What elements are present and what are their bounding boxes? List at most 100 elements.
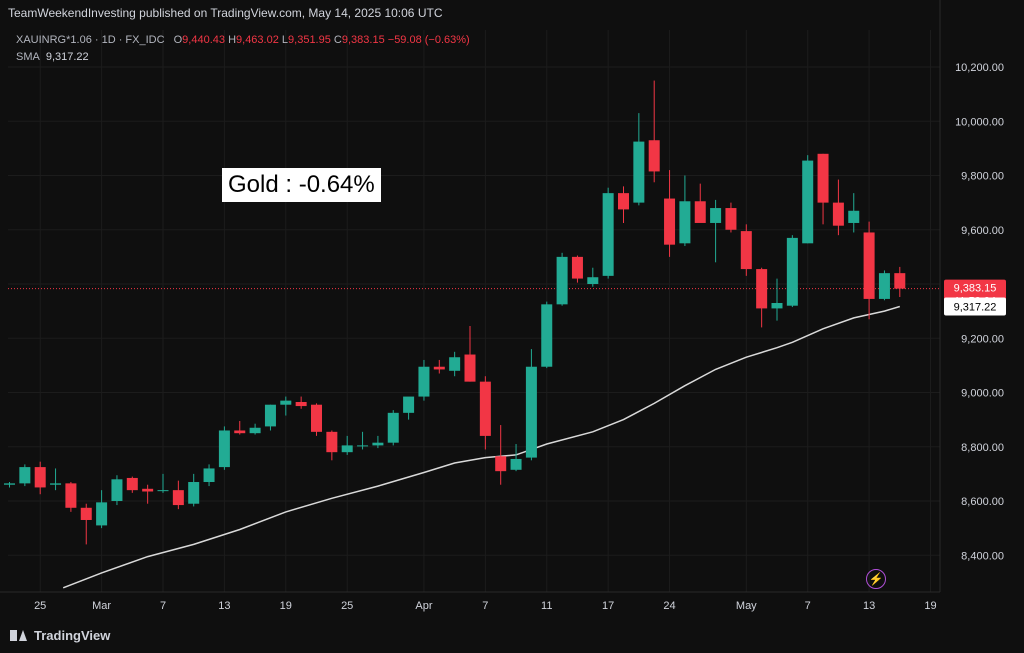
candle: [111, 475, 123, 506]
high-label: H: [228, 34, 237, 46]
x-tick-label: 7: [482, 600, 488, 612]
candle: [280, 396, 292, 416]
candle-body: [111, 479, 123, 501]
candle-body: [234, 430, 246, 434]
candle-body: [664, 198, 676, 245]
tradingview-logo-icon: [10, 630, 28, 641]
candle-body: [142, 488, 154, 492]
candle: [525, 349, 537, 461]
candle-body: [740, 231, 752, 270]
candle: [771, 278, 783, 321]
candle-body: [571, 256, 583, 279]
candle-body: [50, 483, 62, 485]
x-tick-label: 24: [663, 600, 675, 612]
candle: [740, 224, 752, 276]
gold-annotation: Gold : -0.64%: [222, 168, 381, 202]
candle: [587, 267, 599, 287]
candle: [203, 464, 215, 487]
candle: [832, 179, 844, 236]
y-tick-label: 9,600.00: [961, 225, 1004, 237]
candle-body: [541, 304, 553, 367]
sma-legend[interactable]: SMA 9,317.22: [16, 51, 89, 63]
candle-body: [172, 490, 184, 506]
candle-body: [786, 237, 798, 306]
candle: [433, 359, 445, 374]
x-tick-label: Mar: [92, 600, 111, 612]
candle: [878, 270, 890, 301]
candle-body: [188, 482, 200, 504]
publisher-line: TeamWeekendInvesting published on Tradin…: [8, 6, 443, 20]
candle: [817, 153, 829, 225]
close-value: 9,383.15: [341, 34, 385, 46]
candle-body: [710, 208, 722, 223]
x-tick-label: 7: [160, 600, 166, 612]
candle: [372, 435, 384, 449]
symbol-label[interactable]: XAUINRG*1.06 · 1D · FX_IDC: [16, 34, 165, 46]
candle-body: [157, 490, 169, 492]
x-tick-label: 13: [218, 600, 230, 612]
y-tick-label: 10,000.00: [955, 116, 1004, 128]
candle-body: [556, 256, 568, 305]
x-axis[interactable]: 25 Mar 7 13 19 25 Apr 7 11 17 24 May 7 13 19: [34, 600, 937, 612]
candle-body: [771, 302, 783, 309]
change-value: −59.08 (−0.63%): [387, 34, 470, 46]
x-tick-label: 25: [341, 600, 353, 612]
candle-body: [525, 366, 537, 458]
sma-price-tag: [944, 297, 1006, 316]
lightning-icon[interactable]: ⚡: [866, 569, 886, 589]
candle-body: [280, 400, 292, 405]
candle-body: [802, 160, 814, 244]
sma-polyline: [62, 305, 901, 589]
candle: [65, 482, 77, 512]
candle: [357, 431, 369, 450]
candle: [710, 199, 722, 263]
candle-body: [311, 404, 322, 432]
candle-body: [648, 140, 660, 172]
high-value: 9,463.02: [236, 34, 279, 46]
candle-body: [878, 273, 890, 299]
candle-body: [832, 202, 844, 226]
close-label: C: [333, 34, 342, 46]
brand-label: TradingView: [34, 628, 111, 643]
x-tick-label: May: [736, 600, 757, 612]
candle-body: [633, 141, 645, 203]
candle: [249, 423, 261, 435]
candle: [848, 193, 860, 233]
candle-body: [249, 427, 261, 434]
candle-body: [618, 193, 629, 210]
candle-body: [725, 208, 737, 230]
sma-value: 9,317.22: [45, 51, 89, 63]
y-tick-label: 8,600.00: [961, 496, 1004, 508]
low-value: 9,351.95: [288, 34, 331, 46]
candle: [126, 476, 138, 493]
candle: [311, 403, 322, 436]
ohlc-legend[interactable]: XAUINRG*1.06 · 1D · FX_IDC O9,440.43 H9,…: [16, 34, 470, 46]
candle: [326, 430, 338, 461]
candles: [4, 80, 906, 545]
candle-body: [357, 445, 369, 447]
x-tick-label: 25: [34, 600, 46, 612]
candle-body: [817, 153, 829, 203]
candle: [618, 186, 629, 223]
candle: [786, 235, 798, 308]
y-tick-label: 8,800.00: [961, 442, 1004, 454]
candle: [664, 170, 676, 257]
candle: [295, 396, 307, 409]
footer-brand[interactable]: TradingView: [10, 628, 110, 643]
open-label: O: [173, 34, 183, 46]
candle: [464, 326, 476, 382]
candle: [495, 425, 507, 485]
sma-label: SMA: [16, 51, 40, 63]
sma-line: [62, 305, 901, 589]
candle: [541, 301, 553, 369]
candle-body: [863, 232, 875, 299]
candle-body: [510, 458, 522, 470]
candle-body: [4, 483, 15, 485]
candle: [648, 80, 660, 183]
candle-body: [126, 477, 138, 491]
candle: [80, 503, 92, 545]
candle: [50, 468, 62, 491]
candle: [172, 480, 184, 510]
y-tick-label: 9,200.00: [961, 333, 1004, 345]
